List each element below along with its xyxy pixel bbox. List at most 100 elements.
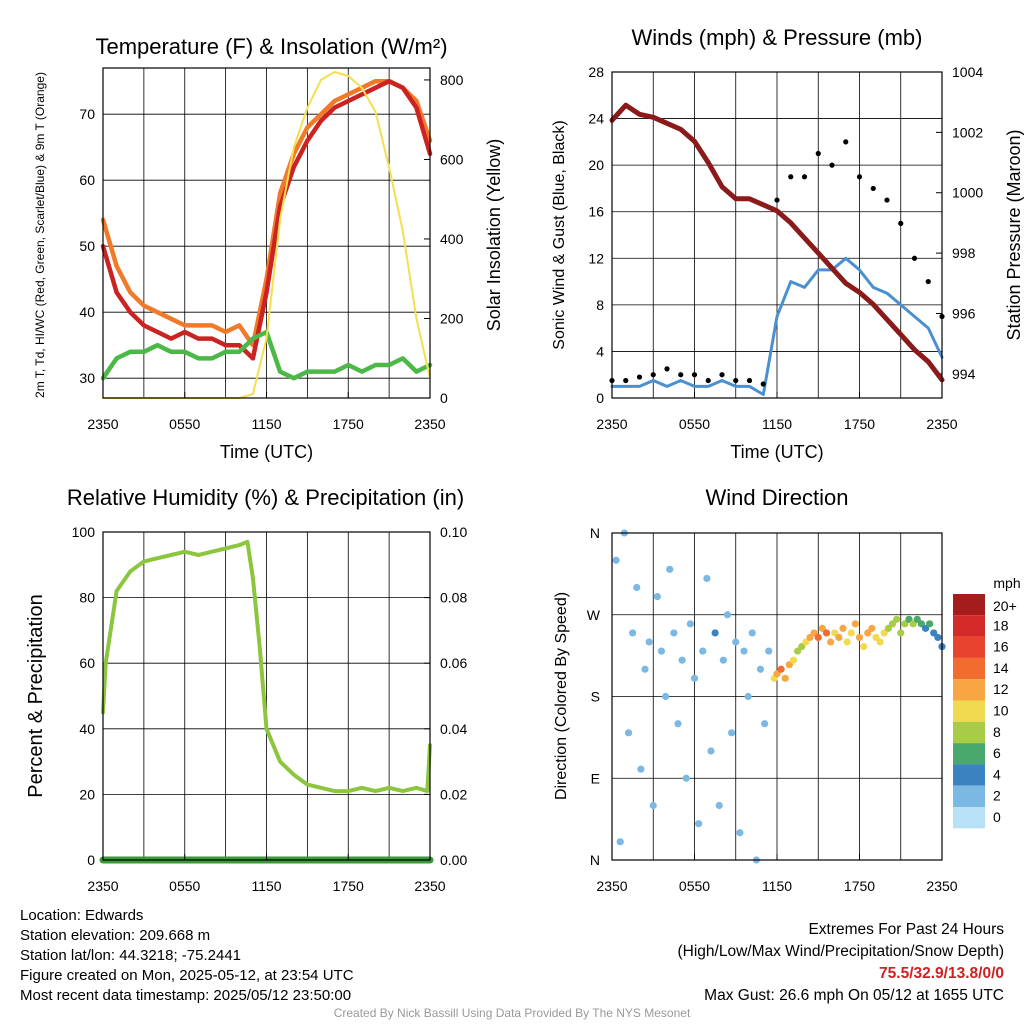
wind-gust-point: [760, 381, 766, 387]
wind-ytick-label: 8: [596, 297, 604, 313]
wind-series-speed: [610, 256, 944, 396]
rh-xtick-label: 1150: [251, 878, 281, 894]
wind-ytick-label: 20: [588, 157, 604, 173]
dir-point: [835, 633, 843, 642]
dir-point: [662, 692, 670, 701]
dir-point: [847, 629, 855, 637]
wind-ytick-label: 0: [596, 390, 604, 406]
rh-xtick-label: 2350: [87, 878, 118, 894]
dir-ytick-label: N: [590, 852, 600, 868]
dir-point: [678, 656, 686, 664]
colorbar-label: 8: [993, 724, 1001, 740]
dir-point: [893, 615, 901, 623]
temp-xtick-label: 1150: [251, 416, 281, 432]
rh-y2tick-label: 0.04: [440, 721, 467, 737]
colorbar-swatch: [953, 615, 985, 637]
dir-point: [690, 674, 699, 682]
colorbar-label: 6: [993, 745, 1001, 761]
wind-gust-point: [884, 197, 890, 203]
station-info: Location: Edwards Station elevation: 209…: [20, 906, 354, 1006]
dir-point: [641, 665, 649, 673]
dir-point: [934, 633, 942, 642]
colorbar-label: 4: [993, 766, 1001, 782]
wind-gust-point: [733, 377, 739, 384]
wind-gust-point: [664, 366, 670, 372]
colorbar-label: 12: [993, 681, 1009, 697]
colorbar-unit: mph: [993, 575, 1020, 591]
temp-xtick-label: 1750: [333, 416, 364, 432]
wind-gust-point: [843, 139, 849, 145]
wind-gust-point: [925, 278, 931, 285]
wind-y2tick-label: 1002: [952, 124, 983, 140]
colorbar-swatch: [953, 785, 985, 807]
dir-ytick-label: E: [591, 770, 600, 786]
wind-xtick-label: 2350: [926, 416, 957, 432]
temp-xtick-label: 2350: [87, 416, 118, 432]
wind-xtick-label: 1150: [762, 416, 792, 432]
rh-y2tick-label: 0.02: [440, 786, 467, 802]
dir-point: [703, 574, 711, 583]
temp-y2tick-label: 600: [440, 151, 464, 167]
temp-ytick-label: 60: [79, 172, 95, 188]
temp-series-red: [100, 78, 433, 361]
dir-point: [653, 592, 661, 601]
dir-point: [744, 692, 752, 701]
credit-text: Created By Nick Bassill Using Data Provi…: [333, 1006, 691, 1020]
dir-point: [711, 629, 719, 637]
dir-xtick-label: 0550: [679, 878, 710, 894]
rh-series-rh: [101, 539, 432, 794]
dir-point: [827, 638, 835, 646]
wind-gust-point: [705, 377, 711, 384]
temp-y2tick-label: 400: [440, 231, 464, 247]
dir-point: [637, 765, 645, 773]
rh-xtick-label: 0550: [169, 878, 200, 894]
wind-gust-point: [623, 377, 629, 384]
wind-gust-point: [719, 372, 725, 378]
colorbar-swatch: [953, 657, 985, 680]
dir-ytick-label: S: [591, 689, 600, 705]
dir-point: [777, 665, 785, 673]
location-text: Location: Edwards: [20, 907, 144, 924]
dir-point: [765, 647, 773, 655]
extremes-values: 75.5/32.9/13.8/0/0: [879, 965, 1004, 982]
wind-xlabel: Time (UTC): [730, 442, 823, 462]
dir-point: [860, 642, 868, 651]
rh-title: Relative Humidity (%) & Precipitation (i…: [67, 485, 464, 510]
wind-xtick-label: 1750: [844, 416, 875, 432]
wind-ytick-label: 24: [588, 111, 604, 127]
dir-point: [876, 638, 884, 646]
wind-gust-point: [870, 185, 876, 192]
dir-point: [855, 633, 864, 642]
dir-point: [707, 747, 715, 755]
colorbar-label: 14: [993, 660, 1009, 676]
dir-point: [732, 638, 740, 646]
dir-point: [624, 729, 633, 737]
colorbar-label: 20+: [993, 598, 1017, 614]
temp-xtick-label: 0550: [169, 416, 200, 432]
wind-xtick-label: 2350: [596, 416, 627, 432]
dir-point: [699, 647, 707, 655]
dir-point: [719, 656, 727, 664]
wind-y2tick-label: 996: [952, 305, 976, 321]
dir-point: [814, 633, 822, 642]
rh-y2tick-label: 0.10: [440, 524, 467, 540]
dir-point: [723, 611, 732, 619]
dir-point: [761, 720, 769, 728]
temp-xtick-label: 2350: [414, 416, 445, 432]
rh-y2tick-label: 0.00: [440, 852, 467, 868]
extremes-subtitle: (High/Low/Max Wind/Precipitation/Snow De…: [677, 943, 1005, 960]
wind-title: Winds (mph) & Pressure (mb): [632, 25, 923, 50]
wind-ytick-label: 12: [588, 250, 604, 266]
dir-point: [657, 647, 666, 655]
wind-y2tick-label: 1004: [952, 64, 983, 80]
wind-gust-point: [829, 162, 835, 168]
dir-point: [926, 620, 934, 628]
dir-xtick-label: 2350: [926, 878, 957, 894]
temp-title: Temperature (F) & Insolation (W/m²): [95, 34, 447, 59]
wind-gust-point: [774, 197, 780, 203]
dir-ytick-label: N: [590, 525, 600, 541]
temp-ytick-label: 50: [79, 238, 95, 254]
wind-gust-point: [746, 377, 753, 384]
dir-point: [682, 774, 690, 782]
rh-ytick-label: 80: [79, 590, 95, 606]
